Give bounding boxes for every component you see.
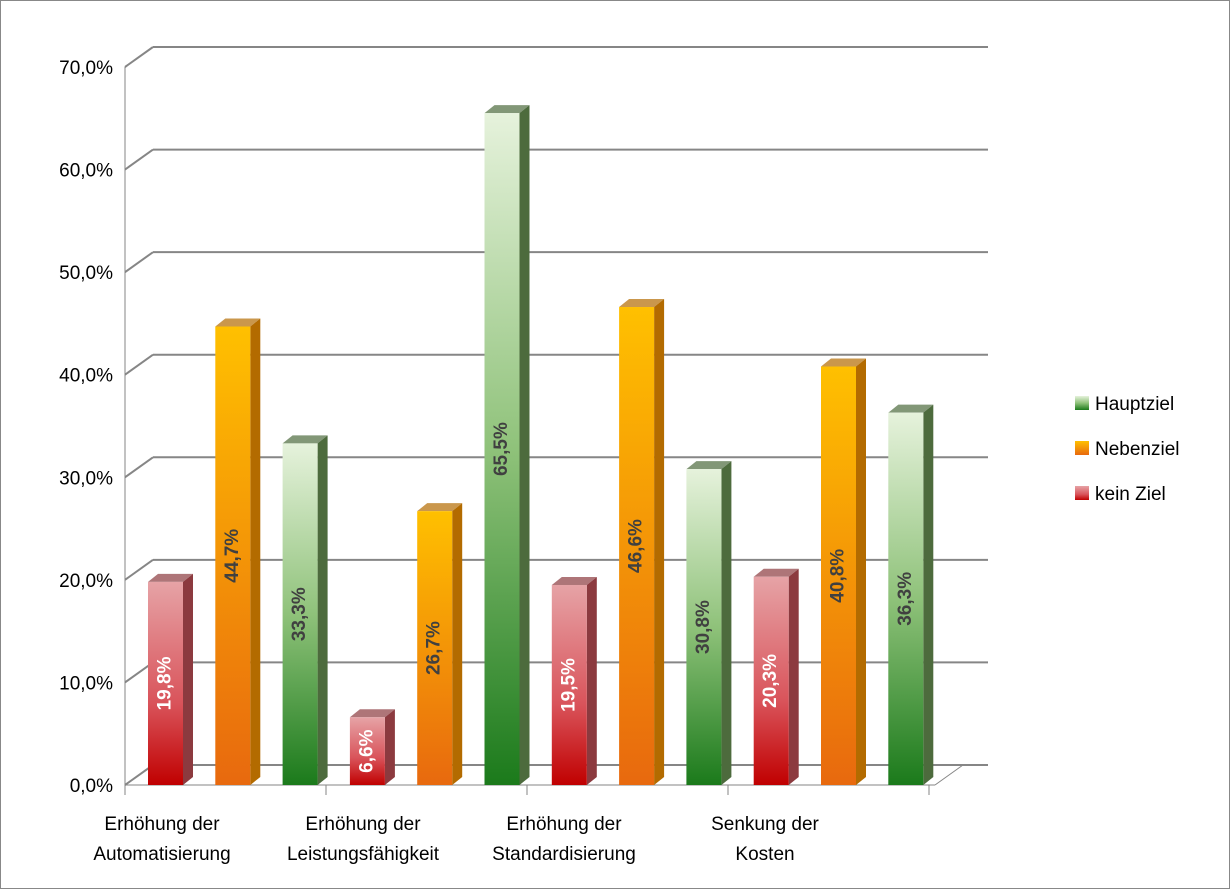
y-tick-label: 30,0%: [59, 468, 113, 489]
bar-top: [888, 404, 934, 413]
y-tick-label: 20,0%: [59, 571, 113, 592]
bar-top: [484, 105, 530, 114]
bar-front: [417, 511, 453, 785]
bar-side: [519, 105, 530, 785]
bar-side: [384, 709, 395, 785]
y-tick-label: 70,0%: [59, 58, 113, 79]
bar-top: [148, 573, 193, 582]
bar-side: [788, 568, 799, 785]
x-tick-label: Erhöhung der Leistungsfähigkeit: [287, 814, 440, 865]
bar: [686, 461, 732, 785]
grid-diag: [124, 251, 154, 273]
bar: [619, 299, 665, 785]
bar-front: [484, 113, 520, 785]
value-label: 33,3%: [289, 587, 310, 641]
bar-side: [856, 358, 866, 785]
value-label: 46,6%: [626, 519, 647, 573]
bar-side: [654, 299, 665, 785]
bar-side: [721, 461, 732, 785]
legend-swatch: [1075, 486, 1089, 500]
bar-top: [215, 318, 261, 327]
value-label: 19,8%: [155, 656, 176, 710]
bar: [888, 404, 934, 785]
legend-label: Hauptziel: [1095, 394, 1174, 415]
bar-front: [821, 366, 856, 785]
bar-top: [821, 358, 866, 367]
bar-top: [686, 461, 732, 470]
bar-side: [183, 573, 193, 785]
bar-top: [282, 435, 328, 444]
value-label: 65,5%: [491, 422, 512, 476]
bar-top: [417, 503, 463, 512]
legend-swatch: [1075, 441, 1089, 455]
value-label: 40,8%: [828, 549, 849, 603]
bar: [753, 568, 799, 785]
value-label: 44,7%: [222, 529, 243, 583]
bar-front: [888, 412, 924, 785]
y-tick-label: 40,0%: [59, 366, 113, 387]
bar-front: [551, 584, 587, 785]
value-label: 36,3%: [895, 572, 916, 626]
value-label: 20,3%: [760, 654, 781, 708]
bar-side: [452, 503, 463, 785]
bar: [215, 318, 261, 785]
bar-top: [551, 576, 597, 585]
bar-front: [349, 717, 385, 785]
bar: [282, 435, 328, 785]
legend-label: kein Ziel: [1095, 484, 1166, 505]
bar: [821, 358, 866, 785]
bar-side: [923, 404, 934, 785]
y-tick-label: 50,0%: [59, 263, 113, 284]
bar-front: [753, 576, 789, 785]
bar-top: [619, 299, 665, 308]
grid-diag: [124, 353, 154, 376]
y-tick-label: 10,0%: [59, 673, 113, 694]
x-tick-label: Erhöhung der Standardisierung: [492, 814, 636, 865]
grid-diag: [124, 46, 154, 68]
grid-diag: [124, 456, 154, 479]
bar: [349, 709, 395, 785]
value-label: 19,5%: [558, 658, 579, 712]
bar-side: [250, 318, 261, 785]
floor-edge: [934, 764, 964, 786]
bar-front: [619, 307, 655, 785]
bar: [484, 105, 530, 785]
grid-diag: [124, 559, 154, 581]
value-label: 6,6%: [356, 729, 377, 772]
bar: [551, 576, 597, 785]
bar: [417, 503, 463, 785]
bar-front: [282, 443, 318, 785]
bar-front: [686, 469, 722, 785]
x-tick-label: Senkung der Kosten: [711, 814, 819, 865]
x-tick-label: Erhöhung der Automatisierung: [93, 814, 230, 865]
value-label: 30,8%: [693, 600, 714, 654]
legend-label: Nebenziel: [1095, 439, 1180, 460]
bar-front: [215, 326, 251, 785]
grid-diag: [124, 148, 154, 171]
legend-swatch: [1075, 396, 1089, 410]
bar-front: [148, 581, 183, 785]
y-tick-label: 60,0%: [59, 161, 113, 182]
bar-side: [317, 435, 328, 785]
bar-side: [586, 576, 597, 785]
y-tick-label: 0,0%: [70, 776, 113, 797]
value-label: 26,7%: [424, 621, 445, 675]
bar: [148, 573, 193, 785]
bar-top: [753, 568, 799, 577]
bar-top: [349, 709, 395, 718]
